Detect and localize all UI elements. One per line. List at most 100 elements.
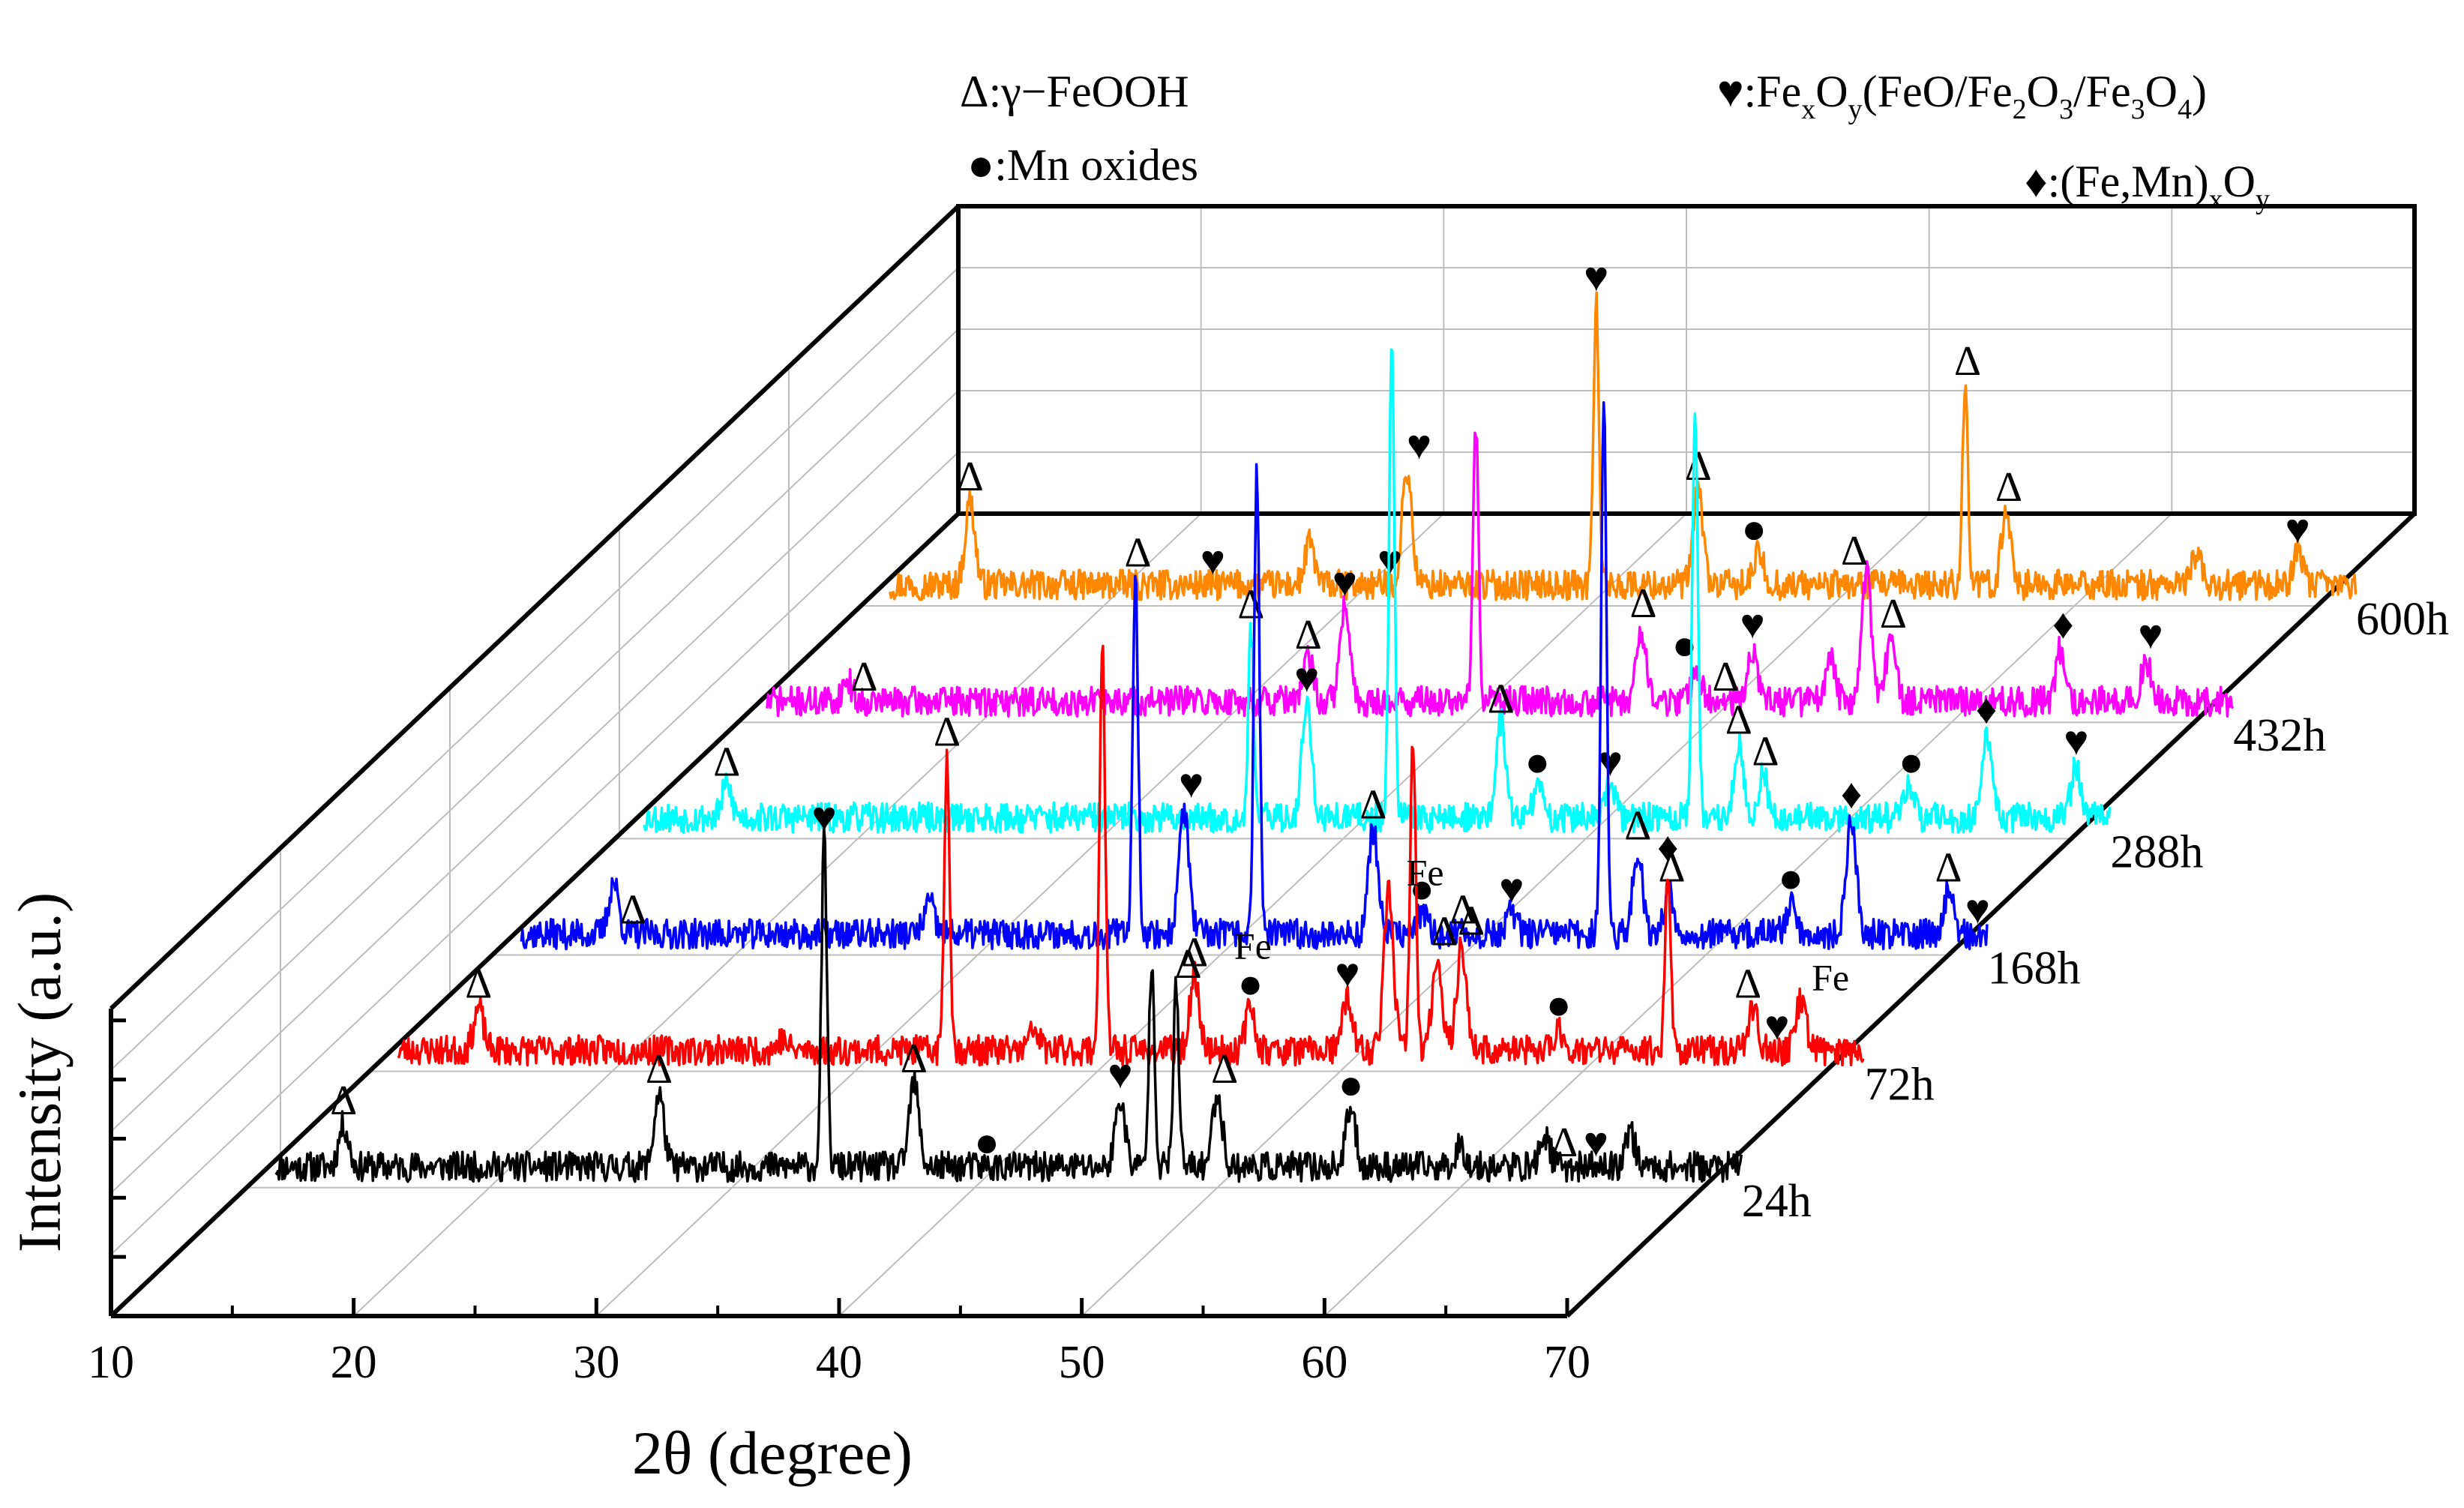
series-288h: ΔΔ♥ Δ● ♥ΔΔ ●♦♥288h — [643, 348, 2203, 877]
phase-marker: Δ — [1458, 898, 1485, 945]
phase-marker: ♥ — [1332, 559, 1357, 606]
phase-marker: ♥ — [2064, 718, 2088, 764]
phase-marker: ♥ — [1201, 538, 1225, 584]
phase-marker: ♥ — [2138, 612, 2163, 658]
phase-marker: ♥ — [1179, 761, 1204, 808]
x-axis-title: 2θ (degree) — [632, 1419, 913, 1487]
series-label-288h: 288h — [2110, 826, 2203, 877]
phase-marker: Δ — [1935, 845, 1962, 892]
back-wall-grid — [958, 206, 2415, 514]
phase-marker: ♥ — [1764, 1003, 1789, 1050]
phase-marker: ♦ — [1841, 772, 1863, 818]
phase-marker: ♥ — [1584, 254, 1608, 301]
floor-left-edge — [109, 511, 961, 1318]
side-wall-grid — [110, 267, 959, 1255]
phase-marker: ● — [1741, 506, 1767, 553]
phase-marker: ♥ — [1584, 1120, 1608, 1166]
phase-marker: Δ — [713, 739, 740, 785]
phase-marker: ♦ — [2052, 601, 2074, 648]
phase-marker: Δ — [1752, 728, 1779, 775]
phase-marker: ● — [1546, 982, 1572, 1029]
phase-marker: Δ — [1175, 941, 1202, 988]
phase-marker: Δ — [957, 454, 984, 500]
phase-marker: ♥ — [1335, 951, 1359, 997]
phase-marker: Δ — [1995, 464, 2022, 511]
phase-marker: Δ — [1551, 1120, 1578, 1166]
phase-marker: ● — [1672, 622, 1698, 669]
series-trace-72h — [397, 644, 1865, 1067]
phase-marker: Δ — [1431, 909, 1458, 955]
fe-label: Fe — [1234, 925, 1272, 967]
legend-item-mn-oxides: ●:Mn oxides — [967, 140, 1198, 190]
phase-marker: Δ — [1725, 697, 1752, 743]
series-label-432h: 432h — [2233, 710, 2326, 761]
phase-marker: Δ — [901, 1036, 928, 1082]
series-trace-288h — [643, 348, 2112, 834]
floor-grid-line — [838, 513, 1687, 1317]
x-tick-label: 70 — [1544, 1337, 1590, 1388]
phase-marker: Δ — [1124, 530, 1151, 577]
phase-marker: ♥ — [812, 794, 837, 841]
phase-marker: Δ — [1841, 528, 1868, 574]
phase-marker: Δ — [1713, 654, 1740, 700]
legend: Δ:γ−FeOOH ●:Mn oxides ♥:FexOy(FeO/Fe2O3/… — [960, 67, 2270, 215]
x-tick-label: 20 — [331, 1337, 377, 1388]
phase-marker: Δ — [619, 887, 646, 934]
phase-marker: Δ — [1211, 1046, 1238, 1093]
series-trace-168h — [520, 400, 1989, 951]
phase-marker: Δ — [465, 961, 492, 1008]
x-tick-label: 30 — [573, 1337, 619, 1388]
series-label-168h: 168h — [1988, 943, 2081, 994]
phase-marker: Δ — [850, 654, 877, 700]
phase-marker: Δ — [1954, 338, 1981, 385]
series-600h: Δ♥ ♥♥♥Δ●ΔΔ♥600h — [889, 254, 2449, 645]
phase-marker: ♥ — [1108, 1051, 1132, 1098]
phase-marker: Δ — [1880, 591, 1907, 637]
phase-marker: Δ — [1624, 803, 1651, 850]
floor-grid-line — [595, 513, 1445, 1317]
phase-marker: ● — [1778, 856, 1803, 902]
y-axis-title: Intensity (a.u.) — [5, 892, 73, 1252]
x-tick-label: 60 — [1301, 1337, 1347, 1388]
phase-marker: ♦ — [1976, 686, 1998, 733]
phase-marker: ♥ — [2286, 506, 2310, 553]
series-label-72h: 72h — [1865, 1060, 1935, 1111]
phase-marker: Δ — [330, 1078, 357, 1124]
floor-grid-line — [1323, 513, 2173, 1317]
phase-marker: Δ — [1449, 887, 1476, 934]
x-tick-label: 50 — [1059, 1337, 1105, 1388]
series-label-24h: 24h — [1742, 1176, 1812, 1227]
side-grid-line — [110, 267, 959, 1071]
phase-marker: Δ — [1685, 443, 1712, 490]
plot-frame — [109, 204, 2417, 1318]
phase-marker: Δ — [1295, 612, 1322, 658]
series-trace-24h — [274, 826, 1743, 1183]
phase-marker: Δ — [1488, 676, 1515, 722]
legend-item-fexoy: ♥:FexOy(FeO/Fe2O3/Fe3O4) — [1717, 67, 2207, 125]
phase-marker: ♦ — [1657, 825, 1679, 871]
series-24h: ΔΔ♥Δ●♥ΔΔ ●Δ ♥24h — [274, 794, 1812, 1227]
phase-marker: ● — [1338, 1062, 1364, 1108]
phase-marker: Δ — [1734, 961, 1761, 1008]
phase-marker: ● — [1899, 739, 1924, 785]
phase-marker: ♥ — [1965, 887, 1990, 934]
phase-marker: ● — [1409, 866, 1434, 913]
phase-marker: Δ — [646, 1046, 673, 1093]
x-tick-label: 10 — [88, 1337, 134, 1388]
side-wall-top-edge — [109, 204, 961, 1011]
side-grid-line — [110, 390, 959, 1194]
series-label-600h: 600h — [2356, 594, 2449, 645]
series-trace-600h — [889, 291, 2358, 601]
legend-item-femn-oxide: ♦:(Fe,Mn)xOy — [2025, 157, 2270, 215]
phase-marker: ♥ — [1499, 866, 1524, 913]
phase-marker: Δ — [1629, 580, 1656, 627]
x-tick-label: 40 — [816, 1337, 862, 1388]
phase-marker: Δ — [934, 709, 961, 756]
series-432h: ΔΔ♥ Δ●Δ♥ΔΔ ♦ ♥432h — [766, 431, 2326, 761]
back-wall-frame — [956, 204, 2417, 516]
phase-marker: ♥ — [1294, 655, 1319, 701]
phase-marker: ♥ — [1407, 422, 1431, 469]
phase-marker: ♥ — [1740, 601, 1765, 648]
